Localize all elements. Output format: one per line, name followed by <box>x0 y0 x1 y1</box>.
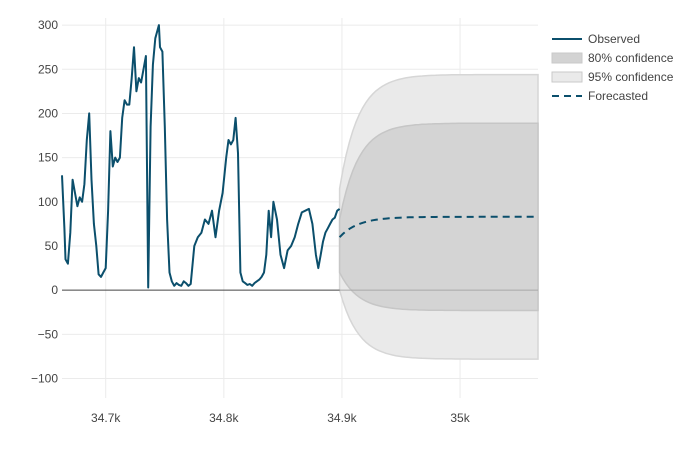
legend-swatch-band <box>551 71 583 83</box>
y-tick-label: 100 <box>38 195 58 209</box>
y-tick-label: 200 <box>38 106 58 120</box>
legend-label: 95% confidence <box>588 70 674 84</box>
y-tick-label: −100 <box>31 372 58 386</box>
y-tick-label: 300 <box>38 18 58 32</box>
legend-label: Observed <box>588 32 640 46</box>
x-tick-label: 34.9k <box>327 411 357 425</box>
legend-label: 80% confidence <box>588 51 674 65</box>
y-tick-label: 0 <box>51 283 58 297</box>
y-tick-label: −50 <box>38 327 59 341</box>
ci80-band <box>338 122 539 312</box>
legend-item-ci95[interactable]: 95% confidence <box>551 70 674 84</box>
forecast-line <box>338 215 538 238</box>
y-tick-label: 250 <box>38 62 58 76</box>
confidence-bands <box>338 73 539 360</box>
x-tick-label: 35k <box>450 411 470 425</box>
series-lines <box>61 24 538 289</box>
observed-line <box>61 24 341 289</box>
legend-item-ci80[interactable]: 80% confidence <box>551 51 674 65</box>
y-tick-label: 150 <box>38 151 58 165</box>
legend-item-observed[interactable]: Observed <box>552 32 640 46</box>
y-tick-label: 50 <box>45 239 59 253</box>
axis-tick-labels: 34.7k 34.8k 34.9k 35k 300 250 200 150 100 50 0 −50 −… <box>31 18 471 425</box>
legend-label: Forecasted <box>588 89 648 103</box>
x-tick-label: 34.7k <box>91 411 121 425</box>
legend-swatch-band <box>551 52 583 64</box>
x-tick-label: 34.8k <box>209 411 239 425</box>
legend[interactable]: Observed 80% confidence 95% confidence Fore… <box>551 32 674 103</box>
legend-item-forecast[interactable]: Forecasted <box>552 89 648 103</box>
